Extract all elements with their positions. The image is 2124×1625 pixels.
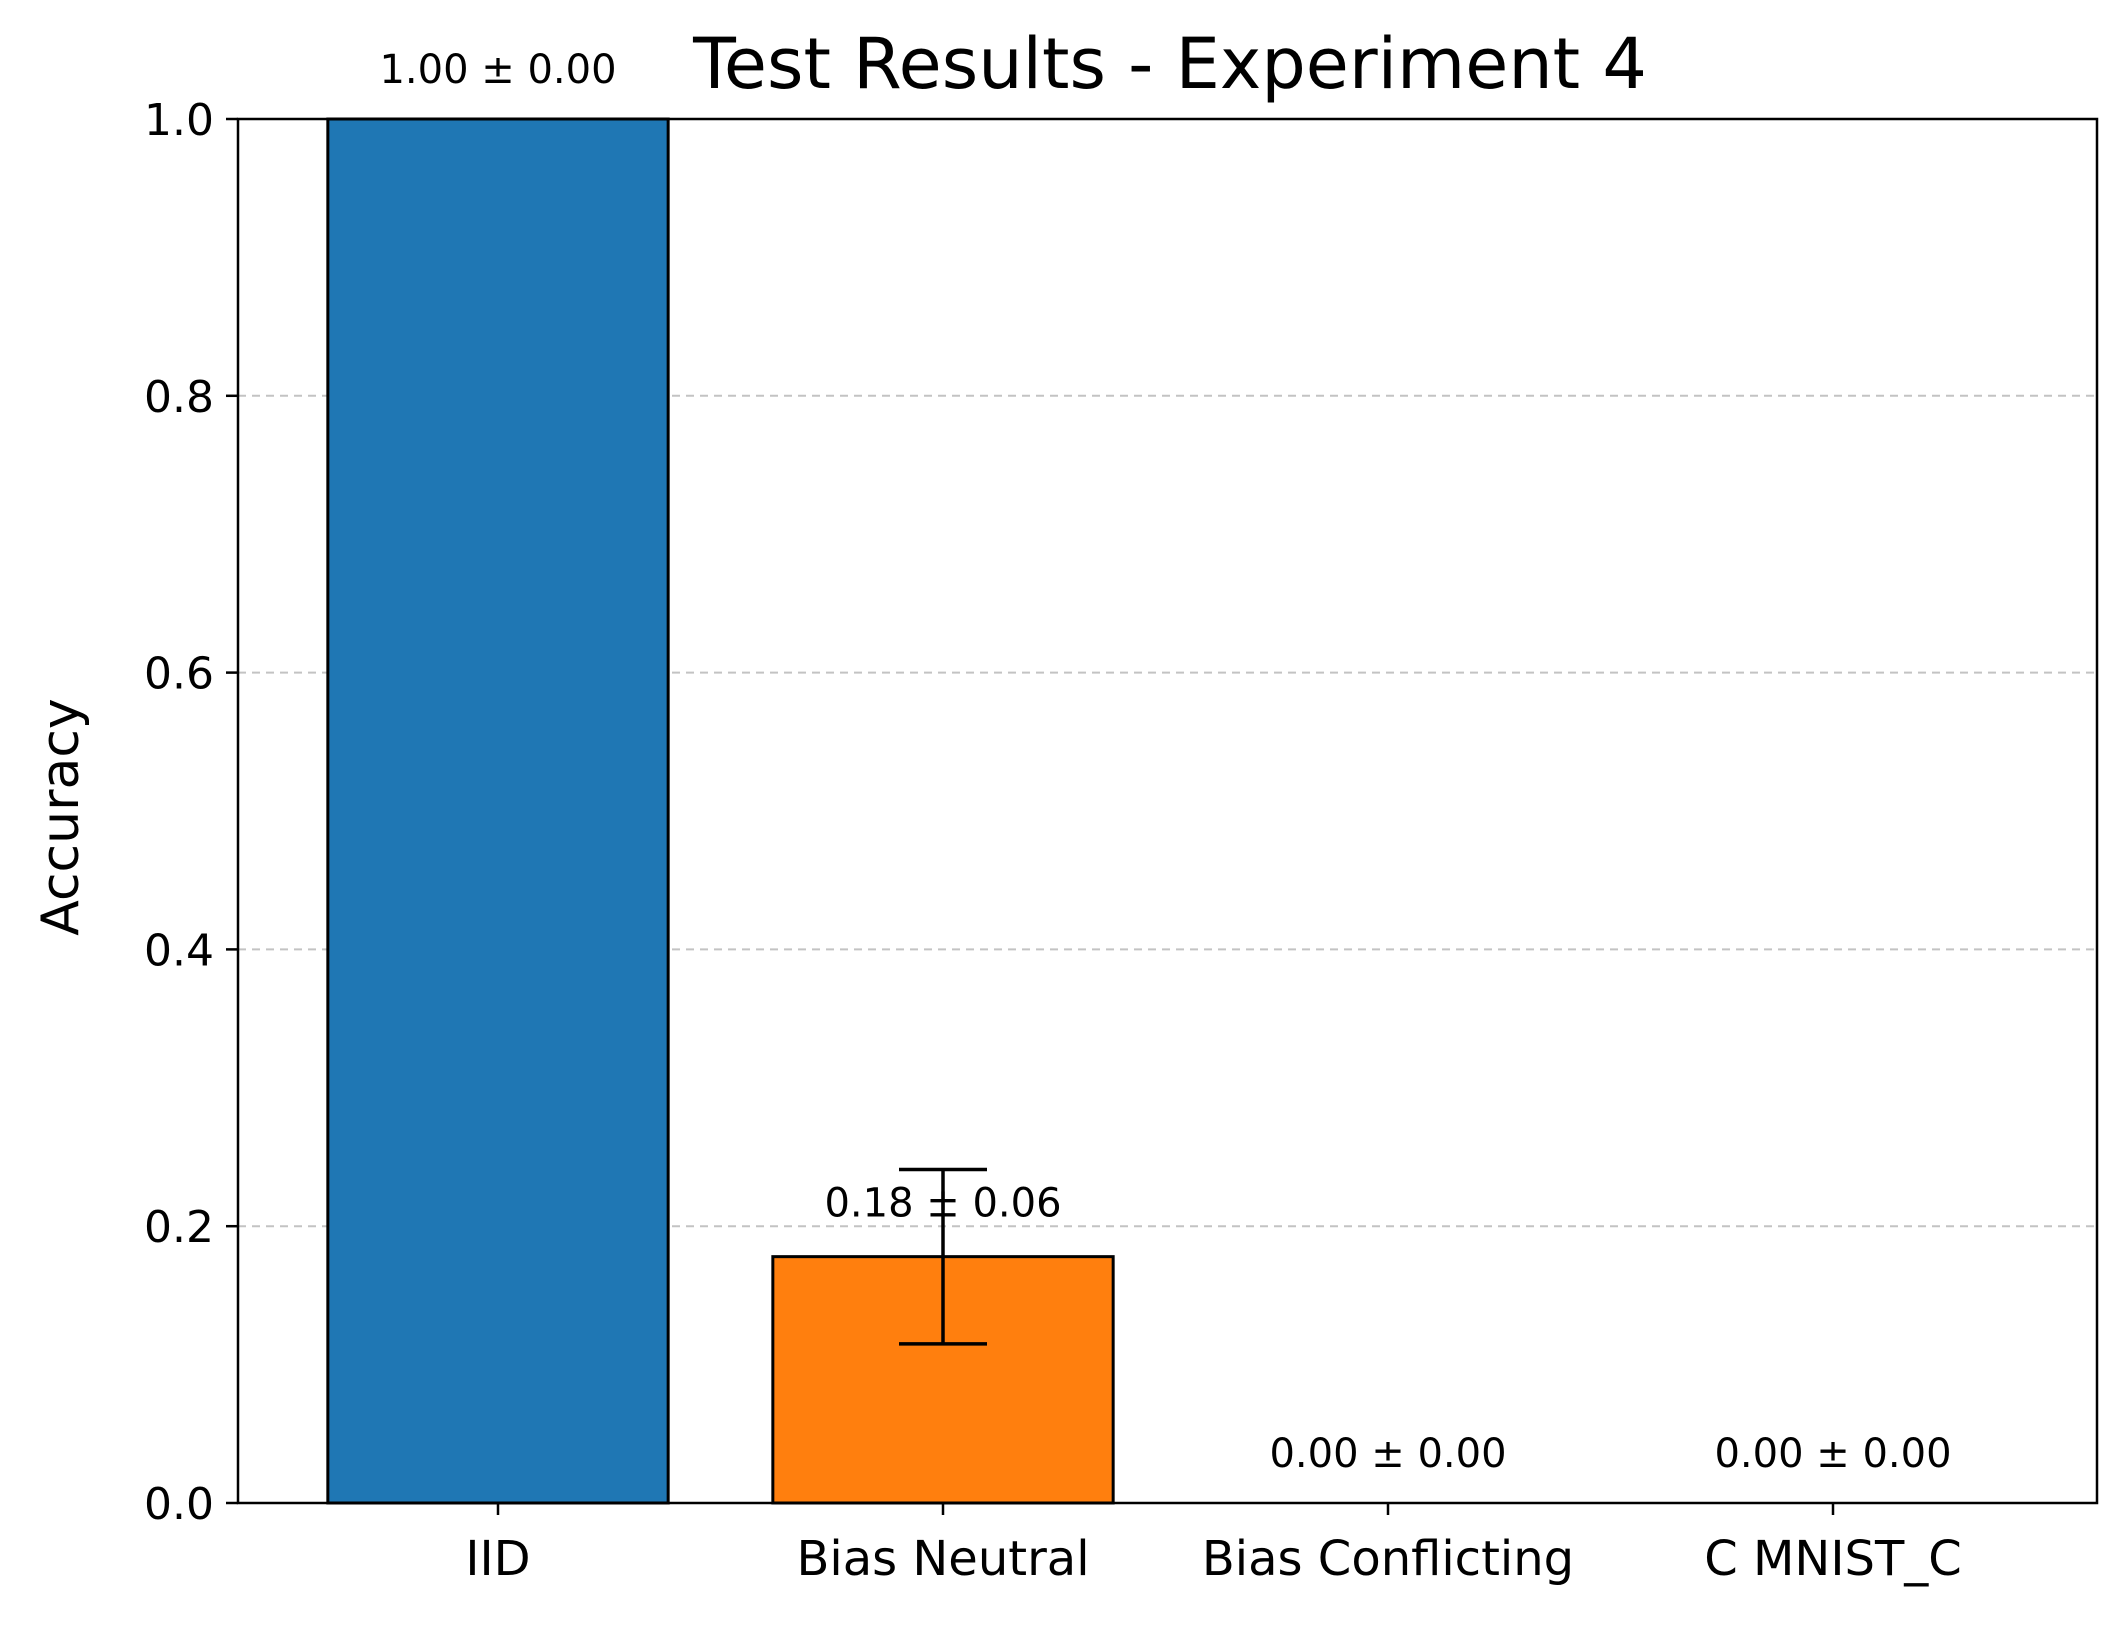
plot-frame [236, 117, 2099, 1505]
chart-title: Test Results - Experiment 4 [692, 23, 1647, 105]
y-axis-label: Accuracy [31, 698, 91, 935]
data-label-0: 1.00 ± 0.00 [379, 47, 616, 93]
error-bars [899, 1167, 987, 1346]
y-tick-label-4: 0.8 [144, 372, 214, 423]
y-tick-label-2: 0.4 [144, 925, 214, 976]
y-tick-label-1: 0.2 [144, 1202, 214, 1253]
data-label-2: 0.00 ± 0.00 [1269, 1431, 1506, 1477]
x-tick-label-0: IID [465, 1531, 530, 1587]
data-label-3: 0.00 ± 0.00 [1714, 1431, 1951, 1477]
y-tick-label-3: 0.6 [144, 649, 214, 700]
y-tick-label-0: 0.0 [144, 1479, 214, 1530]
data-label-1: 0.18 ± 0.06 [824, 1181, 1061, 1227]
data-labels: 1.00 ± 0.00 0.18 ± 0.06 0.00 ± 0.00 0.00 ± … [379, 47, 1951, 1477]
bar-0 [326, 117, 670, 1505]
x-tick-label-2: Bias Conflicting [1202, 1531, 1574, 1587]
axes: 0.0 0.2 0.4 0.6 0.8 1.0 IID Bias Neutral Bias Co… [144, 95, 2099, 1587]
y-tick-label-5: 1.0 [144, 95, 214, 146]
x-tick-label-1: Bias Neutral [796, 1531, 1089, 1587]
x-tick-label-3: C MNIST_C [1704, 1531, 1962, 1587]
